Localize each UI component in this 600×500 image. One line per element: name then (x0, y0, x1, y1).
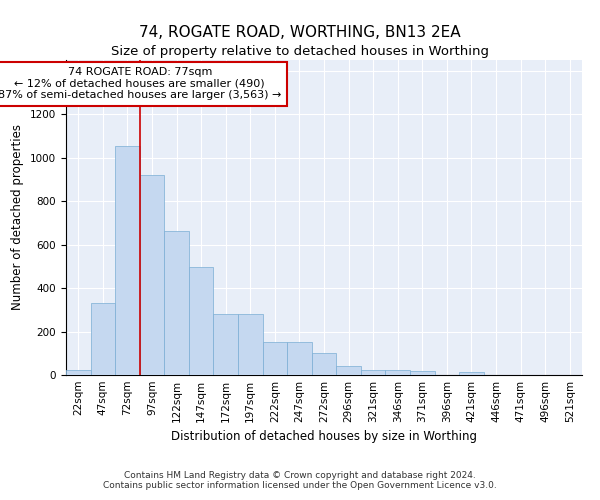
Bar (312, 354, 336, 375)
Bar (361, 370, 385, 375)
Text: 74 ROGATE ROAD: 77sqm
← 12% of detached houses are smaller (490)
87% of semi-det: 74 ROGATE ROAD: 77sqm ← 12% of detached … (0, 68, 281, 100)
Bar (336, 366, 361, 375)
Text: 74, ROGATE ROAD, WORTHING, BN13 2EA: 74, ROGATE ROAD, WORTHING, BN13 2EA (139, 25, 461, 40)
Bar (66, 370, 91, 375)
X-axis label: Distribution of detached houses by size in Worthing: Distribution of detached houses by size … (171, 430, 477, 444)
Bar (140, 175, 164, 375)
Bar (459, 372, 484, 375)
Bar (385, 370, 410, 375)
Bar (115, 146, 140, 375)
Bar (410, 371, 434, 375)
Bar (214, 314, 238, 375)
Text: Contains HM Land Registry data © Crown copyright and database right 2024.
Contai: Contains HM Land Registry data © Crown c… (103, 470, 497, 490)
Bar (164, 230, 189, 375)
Bar (189, 268, 214, 375)
Bar (263, 342, 287, 375)
Y-axis label: Number of detached properties: Number of detached properties (11, 124, 25, 310)
Bar (238, 314, 263, 375)
Text: Size of property relative to detached houses in Worthing: Size of property relative to detached ho… (111, 45, 489, 58)
Bar (91, 304, 115, 375)
Bar (287, 342, 312, 375)
